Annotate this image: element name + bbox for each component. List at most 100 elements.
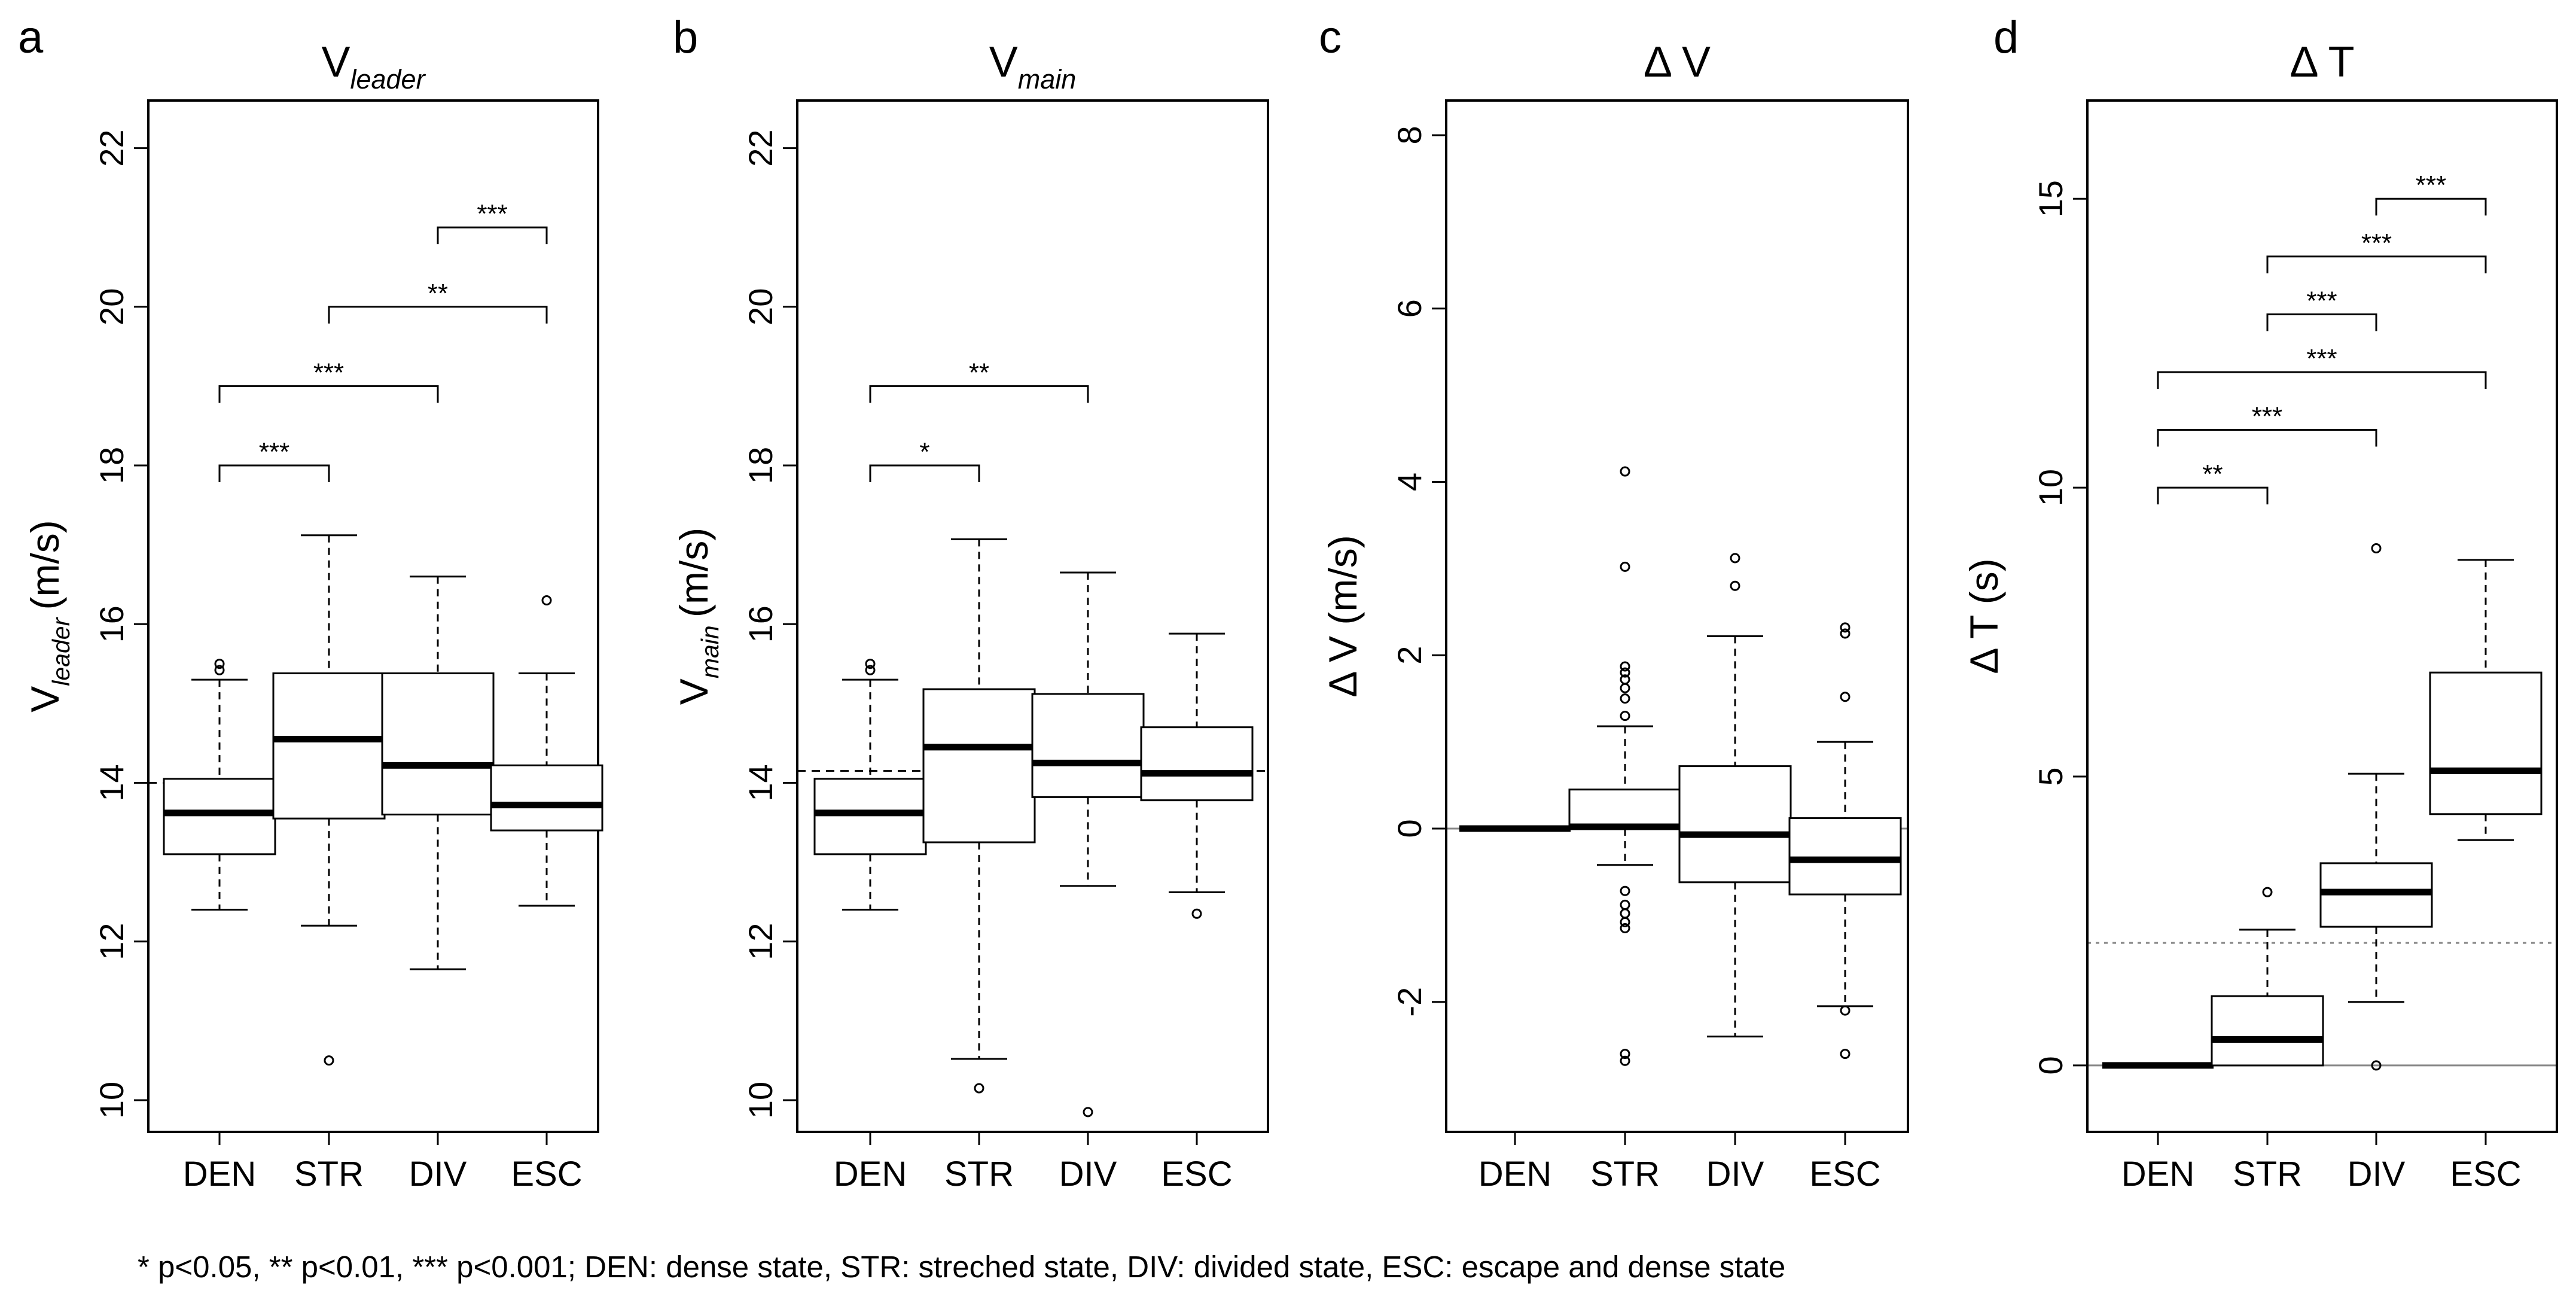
outlier-point — [1620, 661, 1630, 672]
y-tick-label: 15 — [2032, 180, 2069, 217]
significance-bracket: *** — [218, 358, 439, 403]
interquartile-box — [1568, 788, 1682, 830]
outlier-point — [1840, 692, 1851, 702]
box-den — [813, 659, 927, 911]
panel-a: a Vleader 10 12 14 16 18 20 22 Vleader (m/s) DEN ST… — [18, 12, 603, 1194]
bracket-line — [2375, 197, 2487, 216]
significance-label: ** — [969, 358, 989, 387]
x-tick-label: STR — [944, 1155, 1014, 1194]
bracket-line — [869, 464, 980, 483]
y-tick-label: 10 — [2032, 469, 2069, 506]
x-tick-label: ESC — [2450, 1155, 2521, 1194]
outlier-point — [541, 595, 552, 605]
y-tick-label: 20 — [742, 288, 779, 325]
outlier-point — [1840, 1005, 1851, 1016]
y-tick-label: 12 — [742, 923, 779, 960]
significance-bracket: *** — [2266, 286, 2377, 331]
significance-label: *** — [313, 358, 344, 387]
outlier-point — [865, 665, 876, 675]
interquartile-box — [2429, 671, 2543, 815]
significance-bracket: *** — [218, 437, 330, 483]
significance-bracket: *** — [2375, 171, 2487, 216]
box-div — [2319, 543, 2433, 1071]
significance-bracket: ** — [328, 279, 548, 324]
box-str — [272, 534, 386, 1066]
significance-bracket: *** — [2157, 344, 2487, 389]
bracket-line — [869, 385, 1089, 403]
interquartile-box — [1031, 693, 1145, 798]
outlier-point — [1083, 1107, 1093, 1118]
outlier-point — [1620, 923, 1630, 934]
y-tick-label: 22 — [742, 129, 779, 166]
significance-label: ** — [2202, 459, 2223, 489]
significance-bracket: *** — [2157, 402, 2377, 447]
x-tick-label: DIV — [1706, 1155, 1764, 1194]
outlier-point — [1620, 561, 1630, 572]
x-tick-label: DEN — [834, 1155, 907, 1194]
box-esc — [490, 595, 603, 907]
y-tick-label: 22 — [93, 129, 130, 166]
significance-bracket: * — [869, 437, 980, 483]
outlier-point — [2262, 887, 2273, 897]
significance-label: *** — [2306, 286, 2337, 315]
x-tick-label: ESC — [1161, 1155, 1232, 1194]
outlier-point — [1620, 908, 1630, 919]
y-axis-label: Vmain (m/s) — [672, 528, 724, 705]
outlier-point — [865, 659, 876, 669]
box-esc — [2429, 559, 2543, 841]
outlier-point — [2371, 543, 2382, 554]
outlier-point — [1191, 908, 1202, 919]
box-div — [1678, 553, 1792, 1038]
interquartile-box — [813, 778, 927, 855]
outlier-point — [214, 665, 225, 675]
box-str — [922, 538, 1036, 1094]
significance-label: *** — [2361, 229, 2392, 258]
x-tick-label: DEN — [1478, 1155, 1551, 1194]
outlier-point — [1620, 667, 1630, 678]
significance-label: ** — [428, 279, 448, 308]
bracket-line — [328, 306, 548, 324]
significance-bracket: ** — [869, 358, 1089, 403]
significance-label: *** — [259, 437, 289, 467]
y-tick-label: 2 — [1391, 646, 1428, 665]
panel-c: c Δ V -2 0 2 4 6 8 Δ V (m/s) DEN STR DIV ESC — [1319, 12, 1909, 1194]
y-tick-label: 8 — [1391, 126, 1428, 144]
bracket-line — [2157, 429, 2377, 447]
bracket-line — [2266, 255, 2487, 273]
bracket-line — [2157, 486, 2269, 505]
y-tick-label: 12 — [93, 923, 130, 960]
y-tick-label: 0 — [2032, 1056, 2069, 1074]
y-axis-label: Δ T (s) — [1962, 558, 2006, 674]
x-tick-label: ESC — [1809, 1155, 1880, 1194]
y-tick-label: 0 — [1391, 819, 1428, 838]
significance-label: *** — [477, 199, 507, 229]
x-tick-label: DEN — [2121, 1155, 2194, 1194]
plot-frame — [2086, 99, 2558, 1133]
interquartile-box — [1788, 817, 1902, 896]
panel-letter: c — [1319, 12, 1342, 63]
interquartile-box — [2211, 995, 2324, 1067]
interquartile-box — [163, 778, 276, 855]
y-tick-label: 16 — [93, 605, 130, 643]
y-tick-label: 5 — [2032, 767, 2069, 786]
outlier-point — [1730, 553, 1740, 564]
box-div — [1031, 571, 1145, 1118]
y-tick-label: 4 — [1391, 473, 1428, 491]
outlier-point — [1620, 674, 1630, 685]
interquartile-box — [381, 672, 495, 816]
plot-frame — [796, 99, 1269, 1133]
x-tick-label: DIV — [1059, 1155, 1117, 1194]
panel-letter: d — [1993, 12, 2019, 63]
significance-label: *** — [2416, 171, 2446, 200]
outlier-point — [1620, 683, 1630, 693]
significance-label: *** — [2306, 344, 2337, 373]
outlier-point — [1620, 1055, 1630, 1066]
box-div — [381, 576, 495, 970]
panel-title: Δ T — [2290, 38, 2354, 86]
y-tick-label: 18 — [742, 447, 779, 484]
outlier-point — [1620, 899, 1630, 910]
plot-frame — [1445, 99, 1909, 1133]
box-esc — [1140, 632, 1254, 919]
